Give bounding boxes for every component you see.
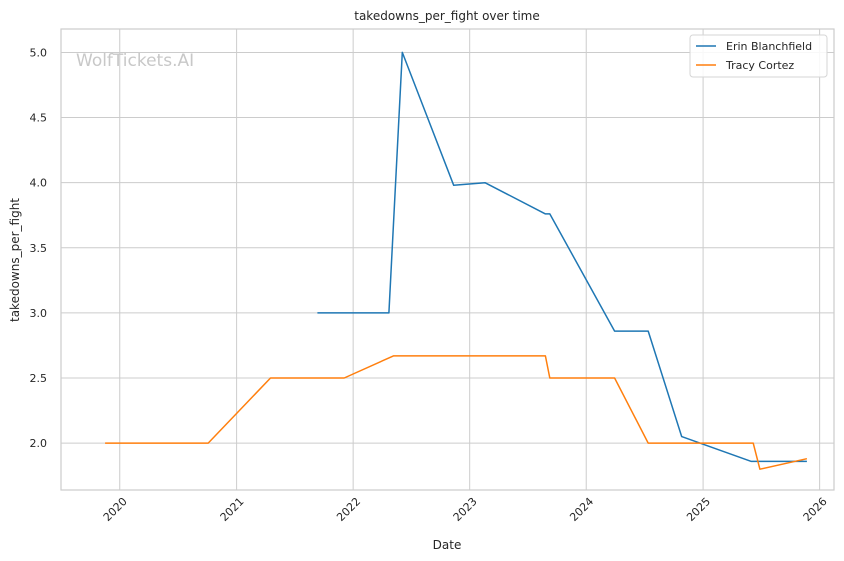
y-tick-label: 5.0 bbox=[30, 46, 48, 59]
watermark-text: WolfTickets.AI bbox=[76, 51, 194, 71]
x-tick-label: 2022 bbox=[334, 495, 363, 524]
x-tick-label: 2026 bbox=[801, 495, 830, 524]
series-line-tracy-cortez bbox=[105, 355, 808, 470]
y-tick-label: 2.5 bbox=[30, 372, 48, 385]
axes-frame bbox=[60, 28, 835, 491]
grid bbox=[61, 29, 834, 490]
legend-label: Tracy Cortez bbox=[725, 59, 794, 72]
x-tick-label: 2023 bbox=[451, 495, 480, 524]
y-tick-label: 4.0 bbox=[30, 177, 48, 190]
x-axis-label: Date bbox=[433, 538, 462, 552]
legend: Erin Blanchfield Tracy Cortez bbox=[689, 34, 828, 78]
series-lines bbox=[105, 51, 808, 470]
y-axis-label: takedowns_per_fight bbox=[8, 198, 22, 322]
x-tick-label: 2020 bbox=[101, 495, 130, 524]
y-tick-label: 3.5 bbox=[30, 242, 48, 255]
x-tick-label: 2024 bbox=[567, 495, 596, 524]
y-axis-ticks: 2.0 2.5 3.0 3.5 4.0 4.5 5.0 bbox=[30, 46, 48, 450]
y-tick-label: 2.0 bbox=[30, 437, 48, 450]
x-tick-label: 2025 bbox=[684, 495, 713, 524]
y-tick-label: 3.0 bbox=[30, 307, 48, 320]
chart-title: takedowns_per_fight over time bbox=[354, 9, 540, 23]
legend-box bbox=[689, 34, 828, 78]
x-axis-ticks: 2020 2021 2022 2023 2024 2025 2026 bbox=[101, 495, 830, 524]
legend-label: Erin Blanchfield bbox=[726, 40, 812, 53]
x-tick-label: 2021 bbox=[218, 495, 247, 524]
series-line-erin-blanchfield bbox=[317, 51, 807, 463]
y-tick-label: 4.5 bbox=[30, 112, 48, 125]
plot-border bbox=[60, 28, 835, 491]
